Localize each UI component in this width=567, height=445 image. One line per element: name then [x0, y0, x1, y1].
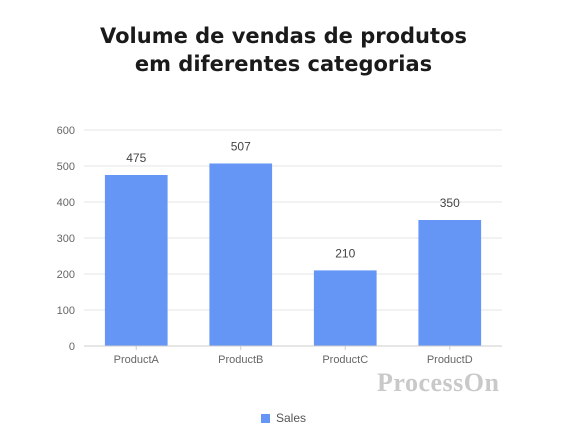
data-label: 475: [126, 151, 146, 165]
bar-layer: [104, 163, 482, 346]
legend-swatch: [260, 413, 270, 423]
y-tick-label: 300: [57, 233, 75, 245]
bar: [209, 163, 273, 346]
chart-title-line-2: em diferentes categorias: [134, 52, 433, 76]
y-tick-label: 500: [57, 161, 75, 173]
bar: [104, 175, 168, 346]
y-tick-label: 0: [69, 341, 75, 353]
x-tick-label: ProductA: [114, 354, 160, 366]
chart-title-line-1: Volume de vendas de produtos: [100, 24, 467, 48]
legend-label: Sales: [275, 411, 307, 425]
x-tick-label: ProductD: [427, 354, 473, 366]
y-tick-label: 200: [57, 269, 75, 281]
data-label: 350: [440, 196, 460, 210]
chart-title: Volume de vendas de produtos em diferent…: [0, 22, 567, 78]
y-tick-label: 600: [57, 125, 75, 137]
axis-layer: 0 100 200 300 400 500 600 ProductA ProductB Produ…: [57, 125, 502, 366]
data-label: 507: [231, 139, 251, 153]
bar: [313, 270, 377, 346]
label-layer: 475 507 210 350: [126, 139, 460, 260]
y-tick-label: 100: [57, 305, 75, 317]
processon-watermark: ProcessOn: [377, 368, 500, 397]
x-tick-label: ProductB: [218, 354, 263, 366]
y-tick-label: 400: [57, 197, 75, 209]
legend[interactable]: Sales: [0, 411, 567, 425]
data-label: 210: [335, 246, 355, 260]
bar: [418, 220, 482, 346]
x-tick-label: ProductC: [322, 354, 368, 366]
